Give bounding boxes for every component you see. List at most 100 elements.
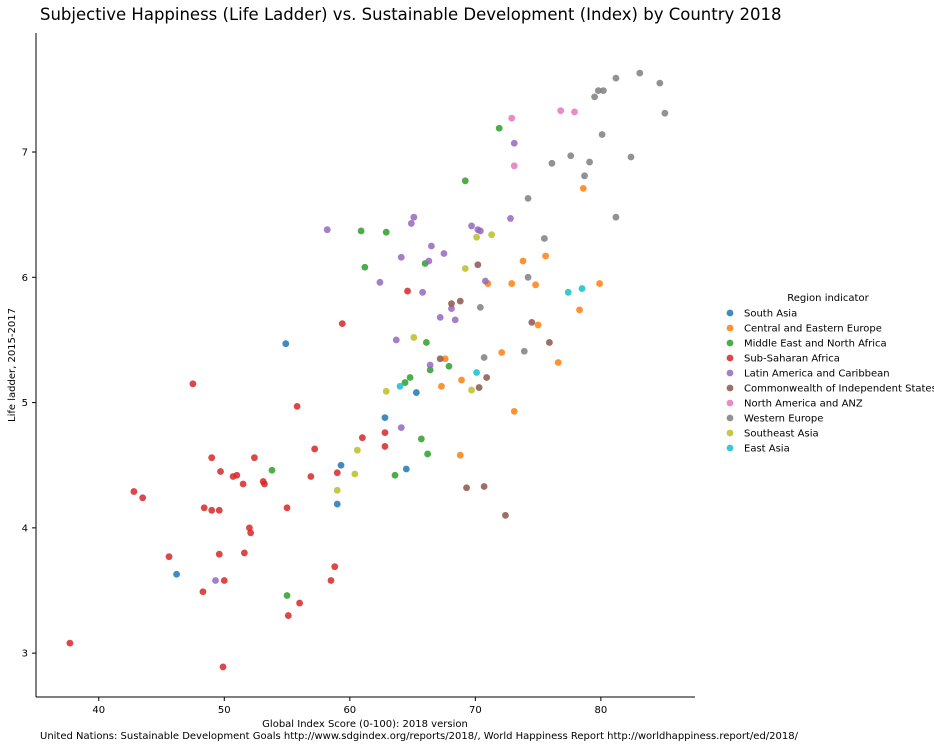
data-point [215, 506, 223, 514]
data-point [508, 114, 516, 122]
data-point [426, 361, 434, 369]
data-point [468, 222, 475, 230]
data-point [247, 529, 255, 537]
data-point [391, 471, 399, 479]
data-point [358, 434, 366, 442]
y-tick-label: 5 [22, 398, 28, 409]
data-point [463, 484, 470, 492]
legend-marker [726, 354, 734, 362]
data-point [545, 339, 553, 346]
data-point [524, 194, 532, 202]
data-point [283, 592, 291, 599]
data-point [594, 87, 602, 95]
data-point [407, 220, 415, 227]
data-point [519, 257, 527, 265]
data-point [419, 288, 427, 296]
data-point [215, 550, 223, 558]
data-point [524, 273, 532, 281]
data-point [268, 466, 276, 474]
data-point [436, 355, 444, 363]
data-point [217, 468, 224, 475]
data-point [382, 228, 390, 236]
data-point [627, 153, 635, 161]
data-points [66, 69, 669, 671]
data-point [331, 563, 339, 571]
data-point [397, 253, 405, 261]
x-tick-label: 80 [594, 705, 607, 716]
data-point [402, 465, 410, 473]
data-point [307, 473, 315, 480]
data-point [436, 313, 444, 321]
data-point [456, 297, 464, 305]
data-point [448, 300, 455, 308]
data-point [220, 577, 228, 584]
data-point [208, 454, 216, 462]
legend-marker [726, 399, 734, 407]
data-point [636, 69, 644, 77]
data-point [554, 359, 562, 366]
legend-marker [726, 339, 734, 347]
legend: Region indicator South Asia Central and E… [726, 293, 934, 455]
data-point [327, 577, 335, 584]
data-point [498, 349, 506, 356]
x-axis-label: Global Index Score (0-100): 2018 version [262, 719, 468, 730]
data-point [591, 93, 598, 101]
legend-title: Region indicator [787, 293, 869, 304]
source-note: United Nations: Sustainable Development … [40, 731, 799, 742]
legend-marker [726, 429, 734, 437]
legend-label: Middle East and North Africa [744, 339, 887, 350]
legend-label: Western Europe [744, 414, 823, 425]
x-tick-label: 70 [469, 705, 482, 716]
data-point [571, 108, 578, 116]
data-point [396, 382, 404, 390]
data-point [251, 454, 258, 462]
data-point [239, 480, 247, 488]
data-point [540, 235, 548, 242]
data-point [406, 374, 414, 381]
data-point [475, 384, 483, 391]
data-point [548, 159, 556, 167]
chart-title: Subjective Happiness (Life Ladder) vs. S… [40, 5, 782, 24]
data-point [333, 500, 341, 508]
data-point [578, 285, 586, 292]
data-point [381, 429, 389, 437]
data-point [451, 316, 459, 324]
data-point [333, 469, 341, 477]
data-point [425, 257, 433, 265]
data-point [481, 277, 489, 285]
data-point [422, 339, 430, 346]
data-point [612, 213, 620, 221]
data-point [502, 511, 509, 519]
data-point [474, 261, 482, 269]
data-point [282, 340, 290, 348]
data-point [333, 486, 341, 494]
data-point [461, 177, 469, 185]
data-point [397, 424, 405, 432]
data-point [476, 303, 484, 311]
data-point [661, 109, 669, 117]
data-point [212, 577, 219, 584]
data-point [599, 87, 607, 95]
data-point [219, 663, 227, 671]
data-point [338, 320, 346, 328]
data-point [240, 549, 248, 557]
data-point [66, 639, 74, 647]
legend-label: South Asia [744, 309, 797, 320]
data-point [510, 162, 518, 170]
data-point [483, 374, 491, 381]
data-point [480, 483, 488, 490]
data-point [165, 553, 173, 561]
y-tick-label: 4 [22, 523, 28, 534]
y-axis-label: Life ladder, 2015-2017 [7, 308, 18, 422]
data-point [261, 480, 268, 488]
legend-marker [726, 444, 734, 452]
x-tick-label: 60 [343, 705, 356, 716]
legend-items: South Asia Central and Eastern Europe Midd… [726, 309, 934, 455]
data-point [200, 504, 208, 512]
data-point [542, 252, 550, 260]
data-point [586, 158, 593, 166]
data-point [139, 494, 147, 502]
data-point [424, 450, 432, 458]
data-point [520, 347, 528, 355]
